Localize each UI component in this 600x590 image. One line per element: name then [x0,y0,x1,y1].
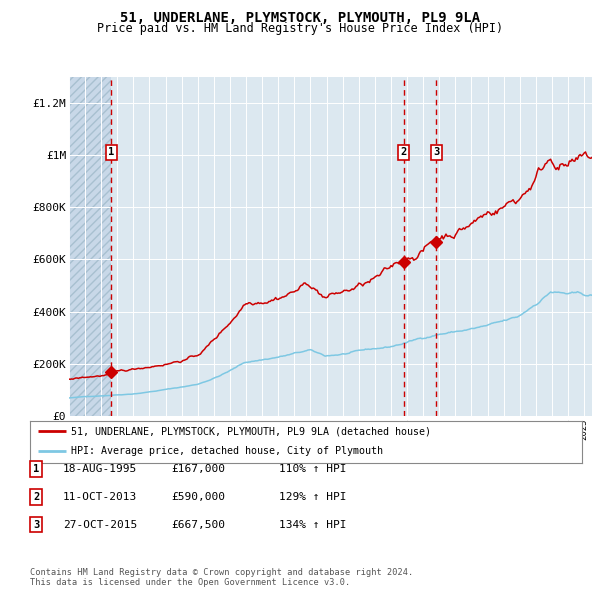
Text: 2: 2 [400,148,407,158]
Text: 129% ↑ HPI: 129% ↑ HPI [279,492,347,502]
Text: £590,000: £590,000 [171,492,225,502]
Bar [69,77,112,416]
Text: 51, UNDERLANE, PLYMSTOCK, PLYMOUTH, PL9 9LA (detached house): 51, UNDERLANE, PLYMSTOCK, PLYMOUTH, PL9 … [71,427,431,436]
Text: 3: 3 [433,148,439,158]
Text: £167,000: £167,000 [171,464,225,474]
Text: Contains HM Land Registry data © Crown copyright and database right 2024.
This d: Contains HM Land Registry data © Crown c… [30,568,413,587]
Text: 2: 2 [33,492,39,502]
Text: 134% ↑ HPI: 134% ↑ HPI [279,520,347,529]
Text: 1: 1 [108,148,115,158]
Text: 27-OCT-2015: 27-OCT-2015 [63,520,137,529]
Text: 11-OCT-2013: 11-OCT-2013 [63,492,137,502]
Text: 110% ↑ HPI: 110% ↑ HPI [279,464,347,474]
Text: 18-AUG-1995: 18-AUG-1995 [63,464,137,474]
Text: 3: 3 [33,520,39,529]
Text: £667,500: £667,500 [171,520,225,529]
Text: 1: 1 [33,464,39,474]
Text: 51, UNDERLANE, PLYMSTOCK, PLYMOUTH, PL9 9LA: 51, UNDERLANE, PLYMSTOCK, PLYMOUTH, PL9 … [120,11,480,25]
Text: HPI: Average price, detached house, City of Plymouth: HPI: Average price, detached house, City… [71,446,383,456]
Text: Price paid vs. HM Land Registry's House Price Index (HPI): Price paid vs. HM Land Registry's House … [97,22,503,35]
